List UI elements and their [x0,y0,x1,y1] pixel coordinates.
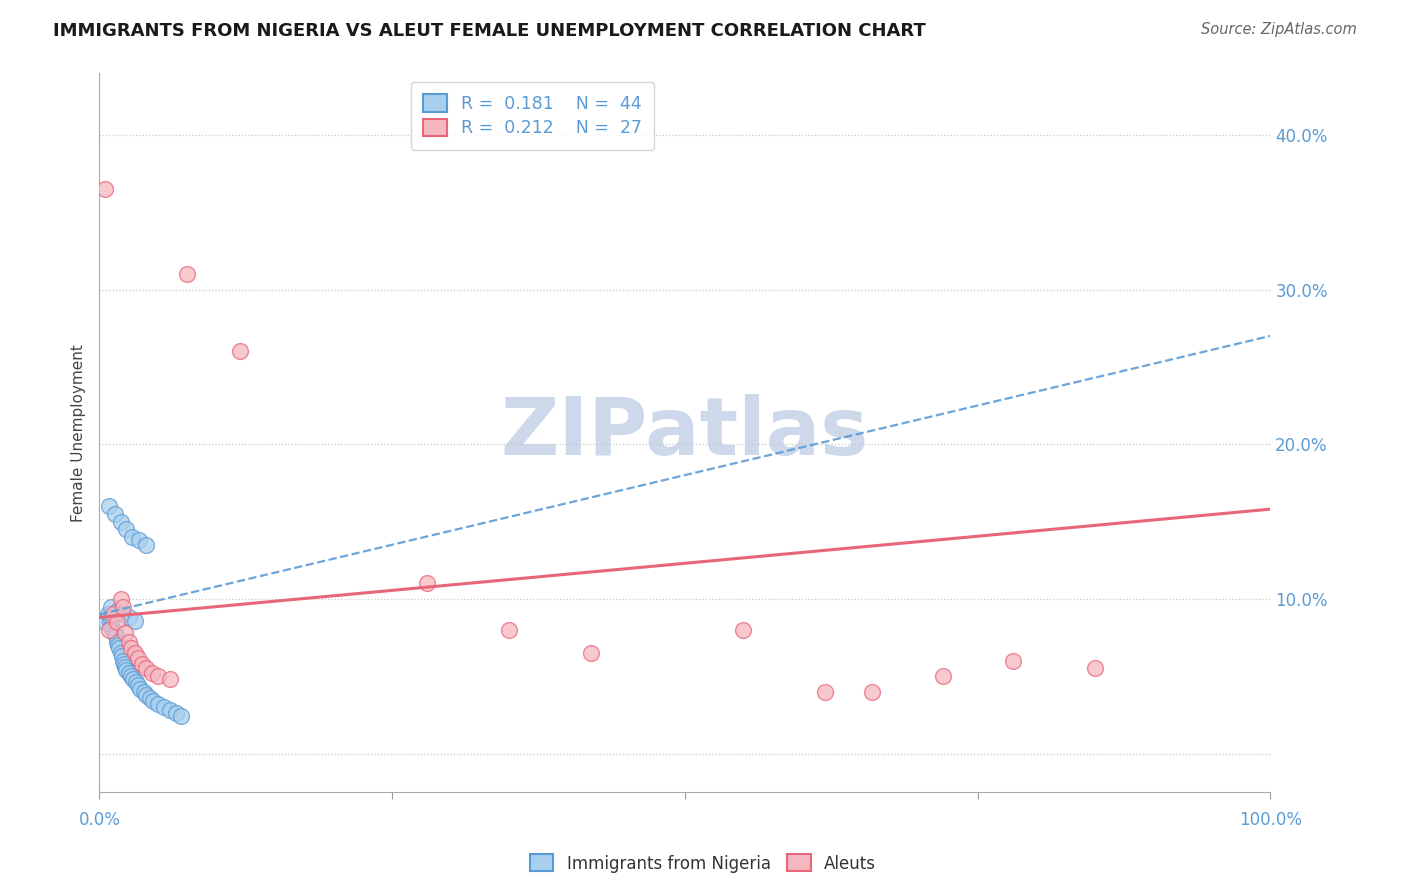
Point [146,669,169,683]
Text: ZIPatlas: ZIPatlas [501,393,869,472]
Text: 100.0%: 100.0% [1239,811,1302,829]
Point [110,515,132,529]
Point [142,694,165,708]
Point [124,646,146,660]
Point [118,635,141,649]
Point [131,657,153,671]
Point [97,623,120,637]
Point [111,607,134,622]
Point [101,610,124,624]
Point [100,599,122,614]
Point [103,623,125,637]
Point [110,646,132,660]
Point [97,607,120,622]
Point [121,530,143,544]
Point [107,638,129,652]
Point [170,709,193,723]
Legend: R =  0.181    N =  44, R =  0.212    N =  27: R = 0.181 N = 44, R = 0.212 N = 27 [411,82,654,150]
Point [733,623,755,637]
Legend: Immigrants from Nigeria, Aleuts: Immigrants from Nigeria, Aleuts [523,847,883,880]
Point [111,599,134,614]
Point [141,666,163,681]
Point [814,684,837,698]
Point [97,499,120,513]
Point [100,620,122,634]
Point [94,182,117,196]
Point [581,646,603,660]
Point [931,669,953,683]
Point [108,641,131,656]
Point [127,650,149,665]
Point [139,690,162,705]
Point [104,626,127,640]
Point [125,675,148,690]
Point [120,669,142,683]
Point [129,681,152,696]
Text: 0.0%: 0.0% [79,811,121,829]
Point [176,267,198,281]
Point [135,661,157,675]
Point [1084,661,1107,675]
Point [118,610,141,624]
Point [124,614,146,628]
Point [114,660,136,674]
Point [498,623,520,637]
Text: IMMIGRANTS FROM NIGERIA VS ALEUT FEMALE UNEMPLOYMENT CORRELATION CHART: IMMIGRANTS FROM NIGERIA VS ALEUT FEMALE … [53,22,927,40]
Point [105,635,128,649]
Point [112,657,135,671]
Point [111,649,134,664]
Point [111,654,134,668]
Point [122,673,145,687]
Point [135,538,157,552]
Point [110,591,132,606]
Point [120,641,142,656]
Y-axis label: Female Unemployment: Female Unemployment [72,343,86,522]
Point [159,703,181,717]
Point [118,666,141,681]
Point [860,684,883,698]
Point [146,697,169,711]
Point [115,663,138,677]
Point [1001,654,1024,668]
Point [165,706,187,721]
Point [114,626,136,640]
Point [105,604,128,618]
Point [229,344,252,359]
Point [135,688,157,702]
Point [153,700,176,714]
Point [416,576,439,591]
Point [104,629,127,643]
Point [132,684,155,698]
Point [98,615,121,629]
Text: Source: ZipAtlas.com: Source: ZipAtlas.com [1201,22,1357,37]
Point [104,507,127,521]
Point [127,678,149,692]
Point [115,522,138,536]
Point [159,673,181,687]
Point [128,533,150,547]
Point [105,615,128,629]
Point [94,615,117,629]
Point [103,607,125,622]
